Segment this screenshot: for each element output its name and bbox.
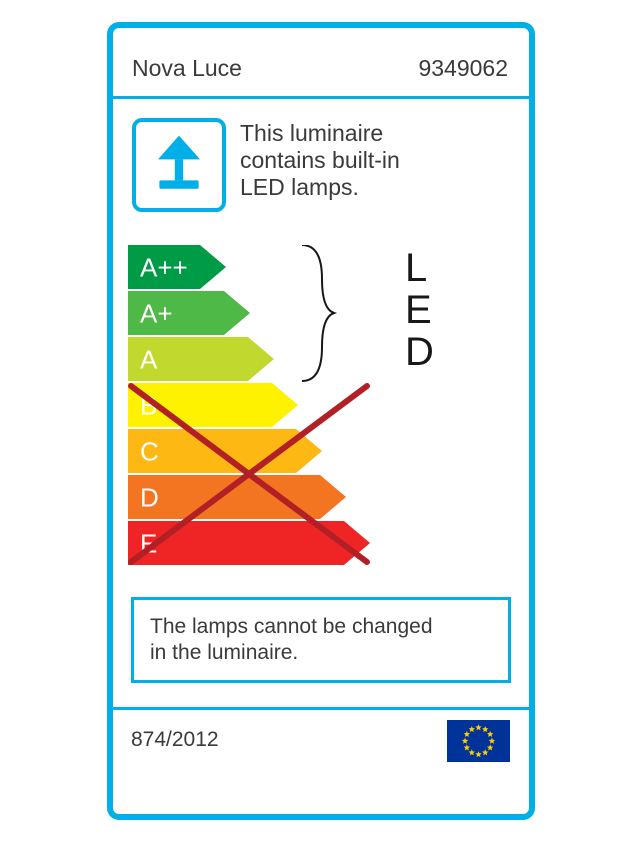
svg-text:A++: A++ (140, 253, 188, 283)
led-bracket-label: LED (405, 247, 434, 373)
lamp-icon (144, 130, 214, 200)
svg-text:D: D (140, 483, 159, 513)
footer-divider (113, 707, 529, 710)
eu-flag-icon (447, 720, 510, 762)
note-box: The lamps cannot be changedin the lumina… (131, 597, 511, 683)
svg-text:A+: A+ (140, 299, 173, 329)
header-divider (113, 96, 529, 99)
header-row: Nova Luce 9349062 (132, 55, 508, 82)
energy-label: Nova Luce 9349062 This luminairecontains… (0, 0, 640, 843)
note-text: The lamps cannot be changedin the lumina… (150, 614, 492, 666)
energy-rating-chart: A++A+ABCDE (128, 245, 530, 577)
regulation-number: 874/2012 (131, 728, 219, 752)
lamp-description: This luminairecontains built-inLED lamps… (240, 120, 400, 201)
lamp-icon-box (132, 118, 226, 212)
svg-text:C: C (140, 437, 159, 467)
brand-name: Nova Luce (132, 55, 242, 82)
svg-text:A: A (140, 345, 158, 375)
model-number: 9349062 (418, 55, 508, 82)
